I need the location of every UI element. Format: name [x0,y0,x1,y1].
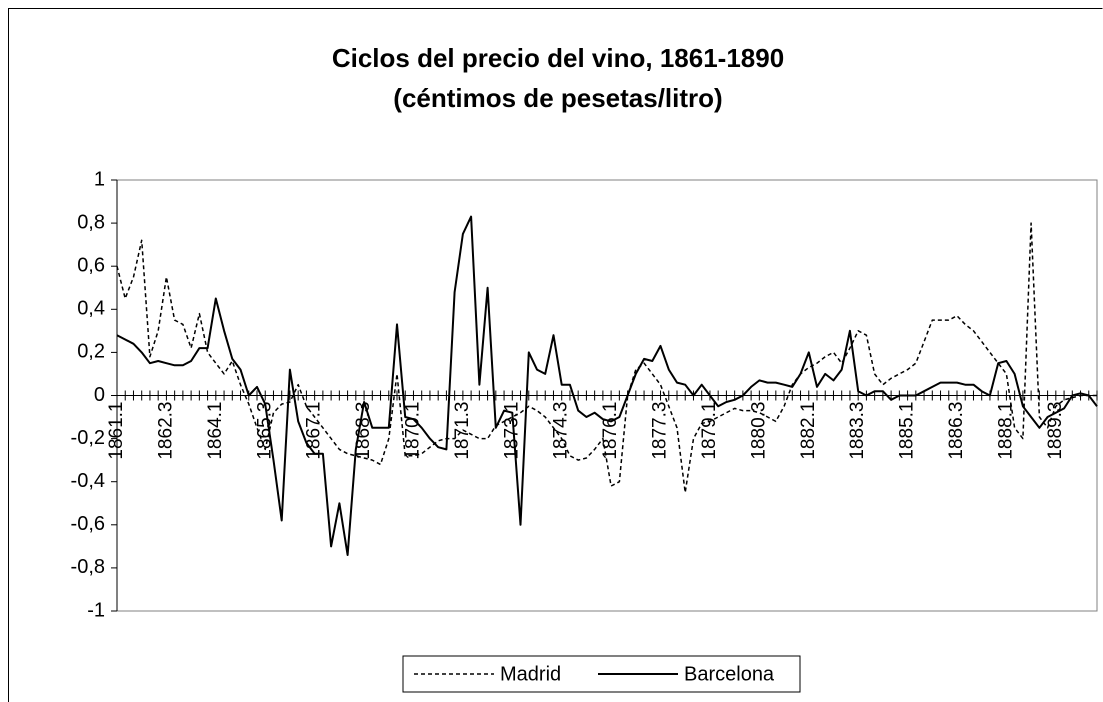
y-tick-label: -1 [87,599,105,621]
x-tick-label: 1883.3 [847,402,868,460]
x-tick-label: 1867.1 [304,402,325,460]
y-tick-label: 0,2 [77,341,105,363]
y-tick-label: 0,4 [77,298,105,320]
series-line [116,215,1098,556]
y-tick-label: 0 [94,384,105,406]
y-tick-label: -0,8 [71,556,105,578]
y-tick-label: -0,2 [71,427,105,449]
legend-label: Barcelona [684,663,775,685]
series-line [116,222,1097,494]
x-tick-label: 1870.1 [402,402,423,460]
x-tick-label: 1885.1 [897,402,918,460]
x-tick-label: 1879.1 [699,402,720,460]
x-tick-label: 1862.3 [155,402,176,460]
y-tick-label: 0,8 [77,211,105,233]
x-tick-label: 1874.3 [551,402,572,460]
x-tick-label: 1882.1 [798,402,819,460]
x-tick-label: 1880.3 [748,402,769,460]
y-tick-label: -0,6 [71,513,105,535]
x-tick-label: 1877.3 [650,402,671,460]
x-tick-label: 1865.3 [254,402,275,460]
y-tick-label: 1 [94,168,105,190]
x-tick-label: 1871.3 [452,401,473,459]
legend-label: Madrid [500,663,561,685]
chart-title: Ciclos del precio del vino, 1861-1890 [332,43,784,73]
x-tick-label: 1886.3 [946,402,967,460]
chart-subtitle: (céntimos de pesetas/litro) [393,83,722,113]
y-tick-label: -0,4 [71,470,105,492]
y-tick-label: 0,6 [77,254,105,276]
x-tick-label: 1864.1 [205,402,226,460]
chart-frame [8,8,1103,702]
x-tick-label: 1888.1 [995,402,1016,460]
x-tick-label: 1873.1 [501,402,522,460]
x-tick-label: 1861.1 [106,402,127,460]
x-tick-label: 1876.1 [600,402,621,460]
